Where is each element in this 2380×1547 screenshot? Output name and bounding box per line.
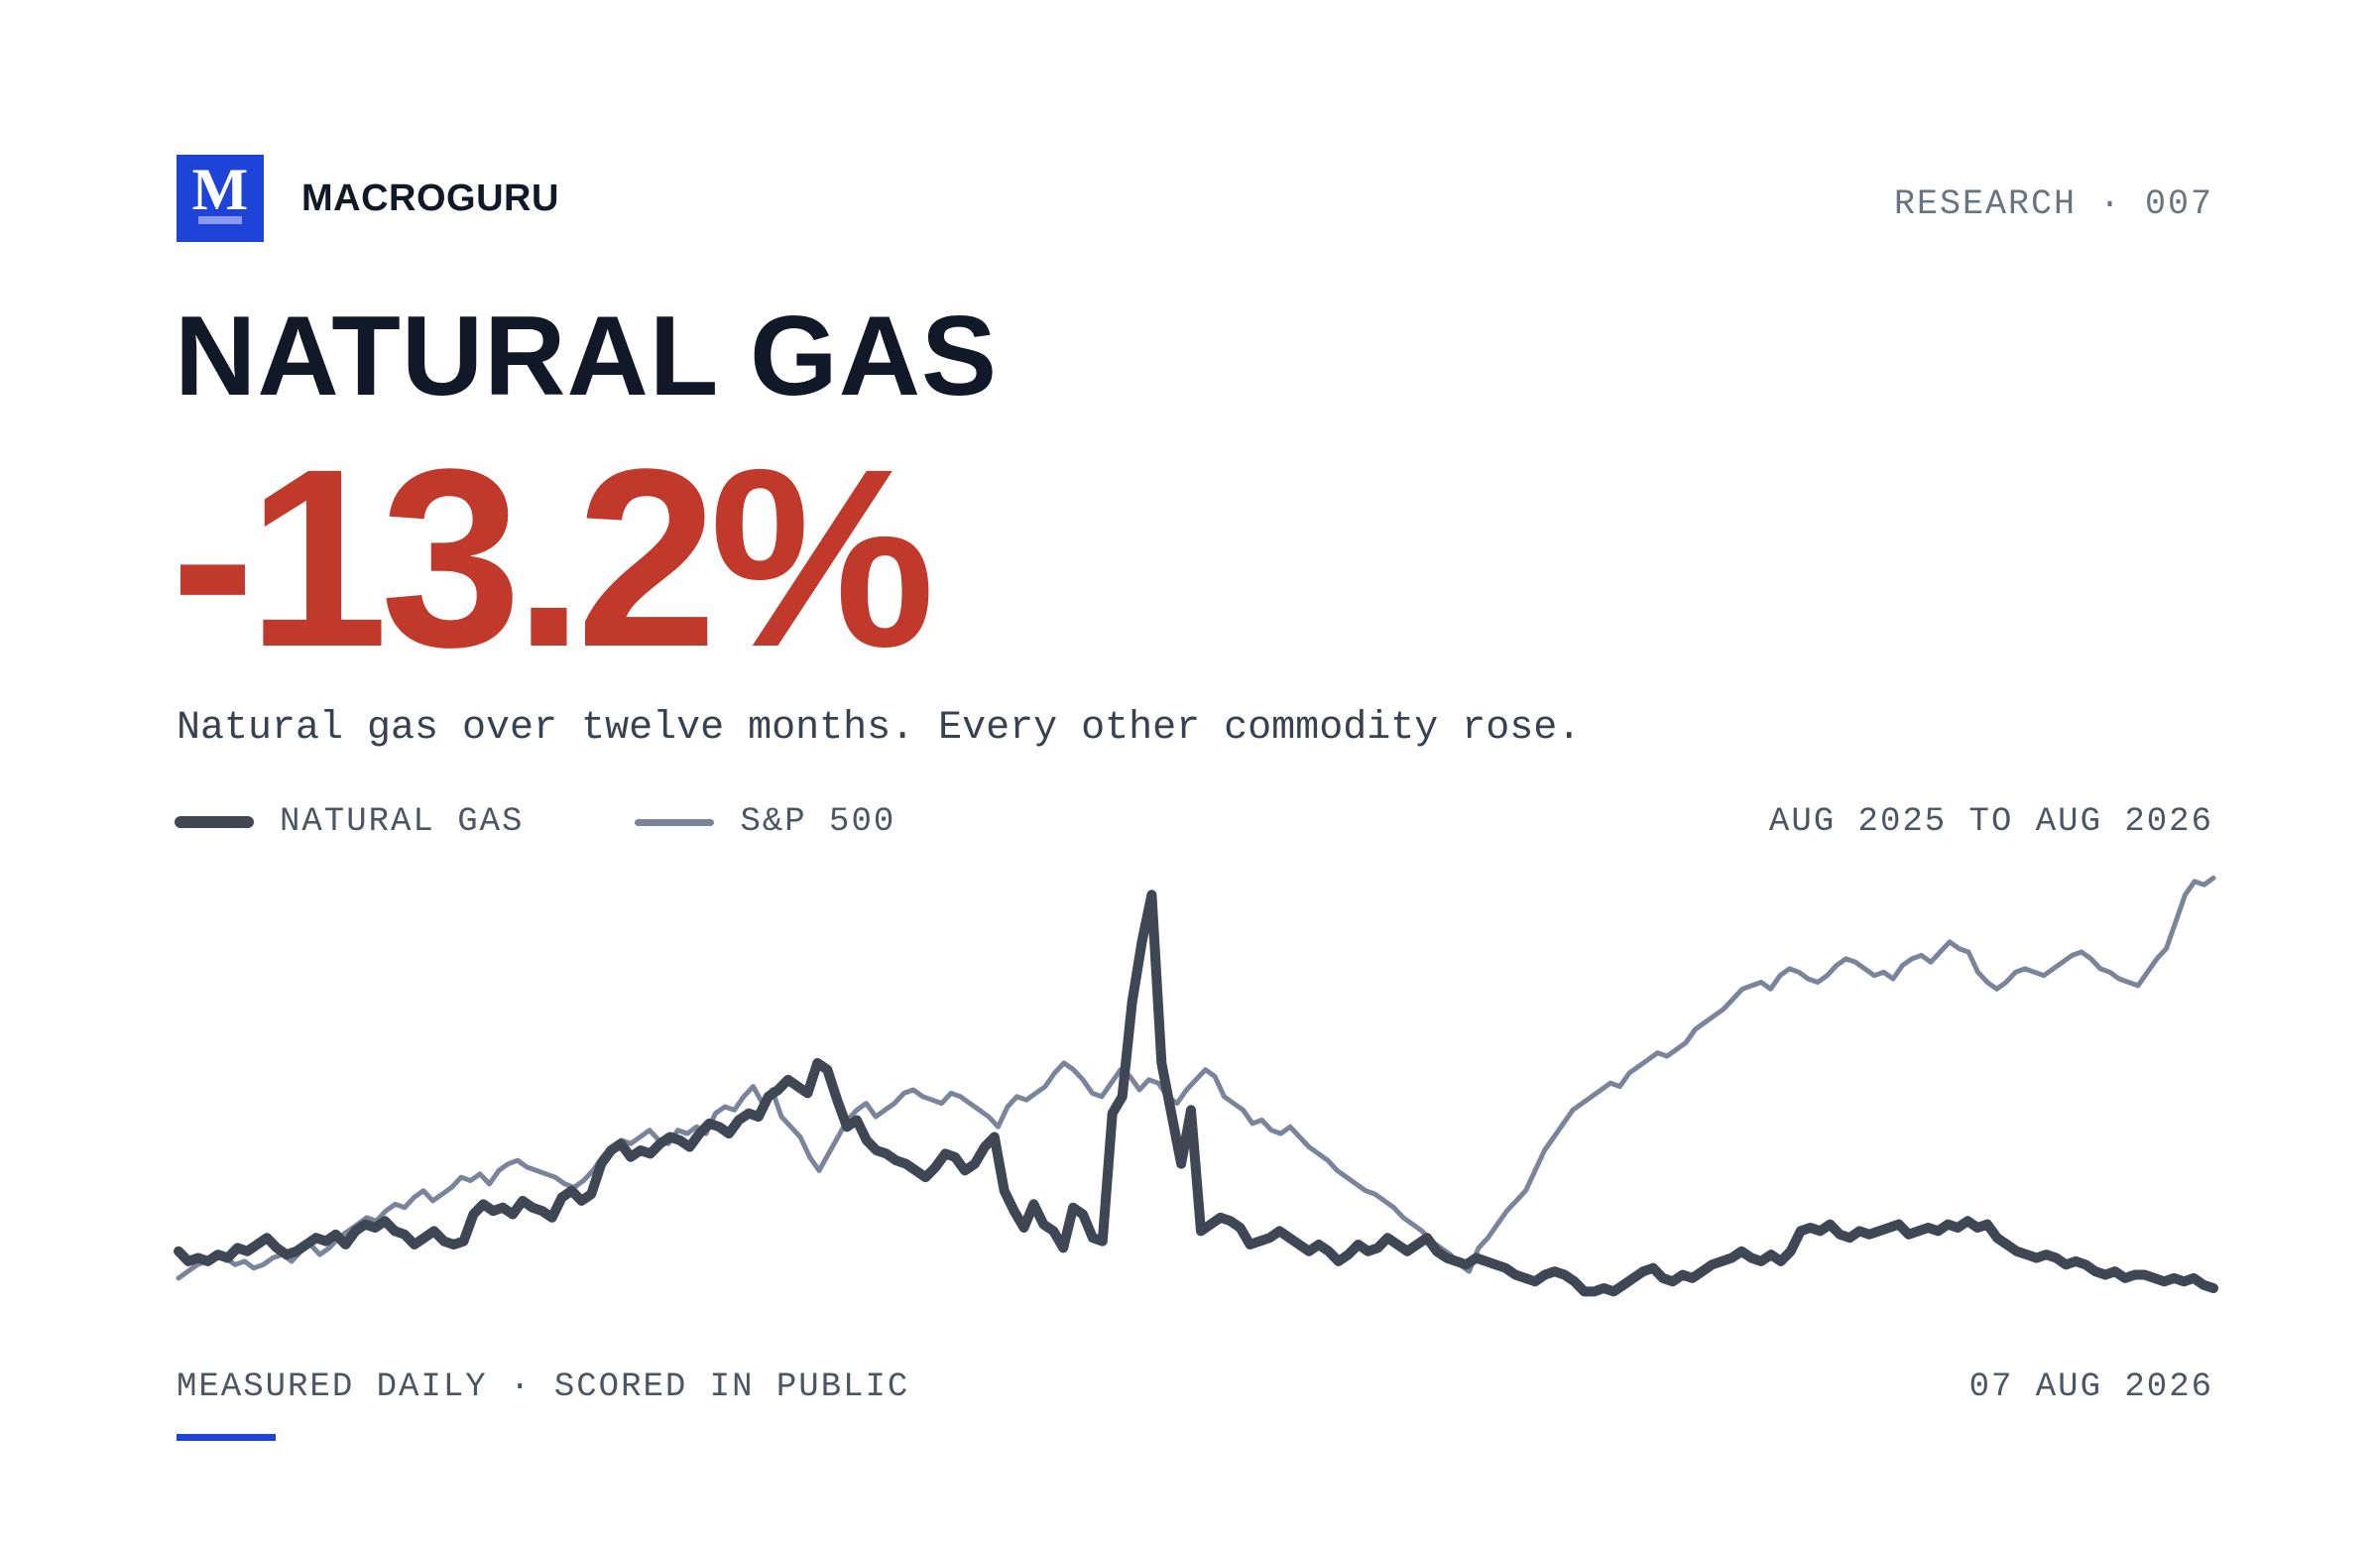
legend-swatch-natural-gas [175, 816, 254, 828]
brand-logo-letter: M [191, 157, 249, 222]
headline-value: -13.2% [171, 416, 935, 700]
legend-swatch-sp500 [635, 818, 715, 826]
research-label: RESEARCH · 007 [1893, 184, 2213, 224]
brand-logo-underline [198, 216, 242, 224]
chart-legend: NATURAL GAS S&P 500 [175, 803, 1007, 841]
legend-item-natural-gas: NATURAL GAS [175, 803, 524, 841]
line-chart [174, 875, 2218, 1297]
footer-date: 07 AUG 2026 [1968, 1368, 2213, 1406]
brand-name: MACROGURU [301, 177, 559, 219]
footer-tagline: MEASURED DAILY · SCORED IN PUBLIC [177, 1368, 910, 1406]
series-line-natural-gas [174, 890, 2218, 1297]
footer-accent-bar [177, 1434, 276, 1441]
page-title: NATURAL GAS [175, 294, 999, 419]
brand-logo: M [177, 155, 264, 242]
brand: M MACROGURU [177, 155, 559, 242]
legend-label-sp500: S&P 500 [740, 803, 896, 841]
date-range-label: AUG 2025 TO AUG 2026 [1768, 803, 2213, 841]
legend-item-sp500: S&P 500 [635, 803, 895, 841]
legend-label-natural-gas: NATURAL GAS [280, 803, 525, 841]
subtitle: Natural gas over twelve months. Every ot… [177, 706, 1582, 751]
series-line-sp500 [176, 875, 2216, 1281]
